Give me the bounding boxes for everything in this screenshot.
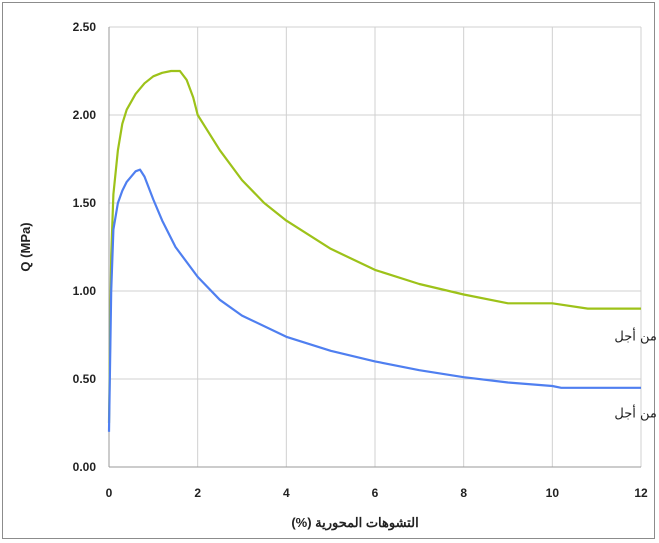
grid-lines [108, 26, 642, 468]
x-tick-label: 12 [634, 486, 648, 500]
y-axis-title: Q (MPa) [18, 222, 33, 271]
y-tick-label: 0.00 [73, 460, 97, 474]
annotations: 2 MPa : نمذجة من أجل 1 MPa : نمذجة من أجل [614, 327, 659, 421]
series-annotation: 2 MPa : نمذجة من أجل [614, 327, 659, 344]
y-tick-label: 0.50 [73, 372, 97, 386]
y-tick-label: 2.50 [73, 20, 97, 34]
x-axis-title: التشوهات المحورية (%) [291, 515, 418, 531]
x-tick-label: 0 [106, 486, 113, 500]
series-line-2 [107, 168, 641, 432]
x-tick-label: 10 [546, 486, 560, 500]
y-tick-label: 2.00 [73, 108, 97, 122]
x-tick-label: 8 [460, 486, 467, 500]
series-annotation: 1 MPa : نمذجة من أجل [614, 405, 659, 422]
series-line-1 [107, 69, 641, 424]
x-tick-label: 6 [372, 486, 379, 500]
x-tick-label: 2 [194, 486, 201, 500]
y-tick-label: 1.00 [73, 284, 97, 298]
y-tick-label: 1.50 [73, 196, 97, 210]
x-tick-label: 4 [283, 486, 290, 500]
x-tick-labels: 0 2 4 6 8 10 12 [106, 486, 648, 500]
series-lines [107, 69, 641, 432]
y-tick-labels: 0.00 0.50 1.00 1.50 2.00 2.50 [73, 20, 97, 474]
